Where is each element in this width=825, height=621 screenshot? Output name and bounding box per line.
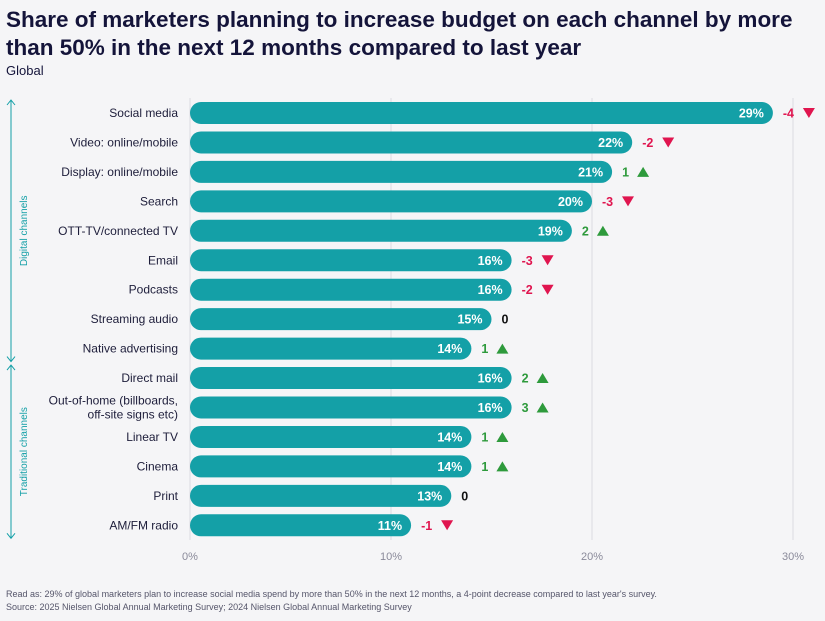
data-label: 22% <box>598 136 623 150</box>
arrow-down-icon <box>6 532 16 540</box>
change-label: -4 <box>783 107 794 121</box>
up-triangle-icon <box>496 343 509 354</box>
bar <box>190 131 633 154</box>
up-triangle-icon <box>596 225 609 236</box>
bar <box>190 425 472 448</box>
down-triangle-icon <box>541 284 554 295</box>
arrow-down-icon <box>6 356 16 363</box>
x-tick-label: 20% <box>581 551 603 563</box>
bar <box>190 219 572 242</box>
category-label: Native advertising <box>83 342 178 356</box>
bar <box>190 278 512 301</box>
read-as-note: Read as: 29% of global marketers plan to… <box>6 589 657 599</box>
x-tick-label: 10% <box>380 551 402 563</box>
category-label: Display: online/mobile <box>61 165 178 179</box>
down-triangle-icon <box>441 520 454 531</box>
category-label: AM/FM radio <box>109 518 178 532</box>
up-triangle-icon <box>496 461 509 472</box>
change-label: -3 <box>602 195 613 209</box>
change-label: 1 <box>481 342 488 356</box>
change-label: 2 <box>522 372 529 386</box>
change-label: 3 <box>522 401 529 415</box>
data-label: 16% <box>478 254 503 268</box>
bar <box>190 160 613 183</box>
change-label: -1 <box>421 519 432 533</box>
category-label: Search <box>140 194 178 208</box>
category-label: Cinema <box>137 459 179 473</box>
change-label: -2 <box>522 283 533 297</box>
change-label: 2 <box>582 224 589 238</box>
up-triangle-icon <box>637 166 650 177</box>
category-label: Direct mail <box>121 371 178 385</box>
change-label: -3 <box>522 254 533 268</box>
bar <box>190 455 472 478</box>
data-label: 29% <box>739 107 764 121</box>
down-triangle-icon <box>622 196 634 207</box>
category-label: Video: online/mobile <box>70 135 178 149</box>
bar <box>190 190 592 213</box>
x-tick-label: 0% <box>182 551 198 563</box>
bar <box>190 396 512 419</box>
data-label: 16% <box>478 283 503 297</box>
change-label: 0 <box>461 489 468 503</box>
data-label: 14% <box>437 342 462 356</box>
group-label: Digital channels <box>19 195 30 266</box>
bar <box>190 308 492 331</box>
down-triangle-icon <box>662 137 675 148</box>
change-label: 1 <box>481 430 488 444</box>
chart-title: Share of marketers planning to increase … <box>6 7 793 60</box>
chart-subtitle: Global <box>6 63 44 78</box>
up-triangle-icon <box>496 431 509 442</box>
category-label: Streaming audio <box>91 312 179 326</box>
data-label: 14% <box>437 460 462 474</box>
data-label: 15% <box>457 313 482 327</box>
change-label: 1 <box>622 165 629 179</box>
bar <box>190 249 512 272</box>
data-label: 11% <box>378 519 402 533</box>
source-note: Source: 2025 Nielsen Global Annual Marke… <box>6 602 412 612</box>
data-label: 14% <box>437 430 462 444</box>
arrow-up-icon <box>6 364 16 371</box>
change-label: -2 <box>642 136 653 150</box>
category-label: OTT-TV/connected TV <box>58 224 178 238</box>
down-triangle-icon <box>541 255 554 266</box>
group-label: Traditional channels <box>19 407 30 496</box>
up-triangle-icon <box>536 373 549 384</box>
category-label: Print <box>153 489 178 503</box>
bar <box>190 484 452 507</box>
x-tick-label: 30% <box>782 551 804 563</box>
data-label: 20% <box>558 195 583 209</box>
bar <box>190 514 412 537</box>
bar <box>190 367 512 390</box>
data-label: 21% <box>578 165 603 179</box>
bar <box>190 102 773 124</box>
category-label: Linear TV <box>126 430 178 444</box>
up-triangle-icon <box>536 402 549 413</box>
bar <box>190 337 472 360</box>
down-triangle-icon <box>802 108 815 118</box>
data-label: 16% <box>478 401 503 415</box>
change-label: 0 <box>502 313 509 327</box>
data-label: 13% <box>417 489 442 503</box>
arrow-up-icon <box>6 99 16 106</box>
data-label: 19% <box>538 224 563 238</box>
category-label: Out-of-home (billboards, off-site signs e… <box>49 394 178 422</box>
data-label: 16% <box>478 372 503 386</box>
category-label: Social media <box>109 106 178 120</box>
change-label: 1 <box>481 460 488 474</box>
category-label: Email <box>148 253 178 267</box>
category-label: Podcasts <box>129 283 178 297</box>
